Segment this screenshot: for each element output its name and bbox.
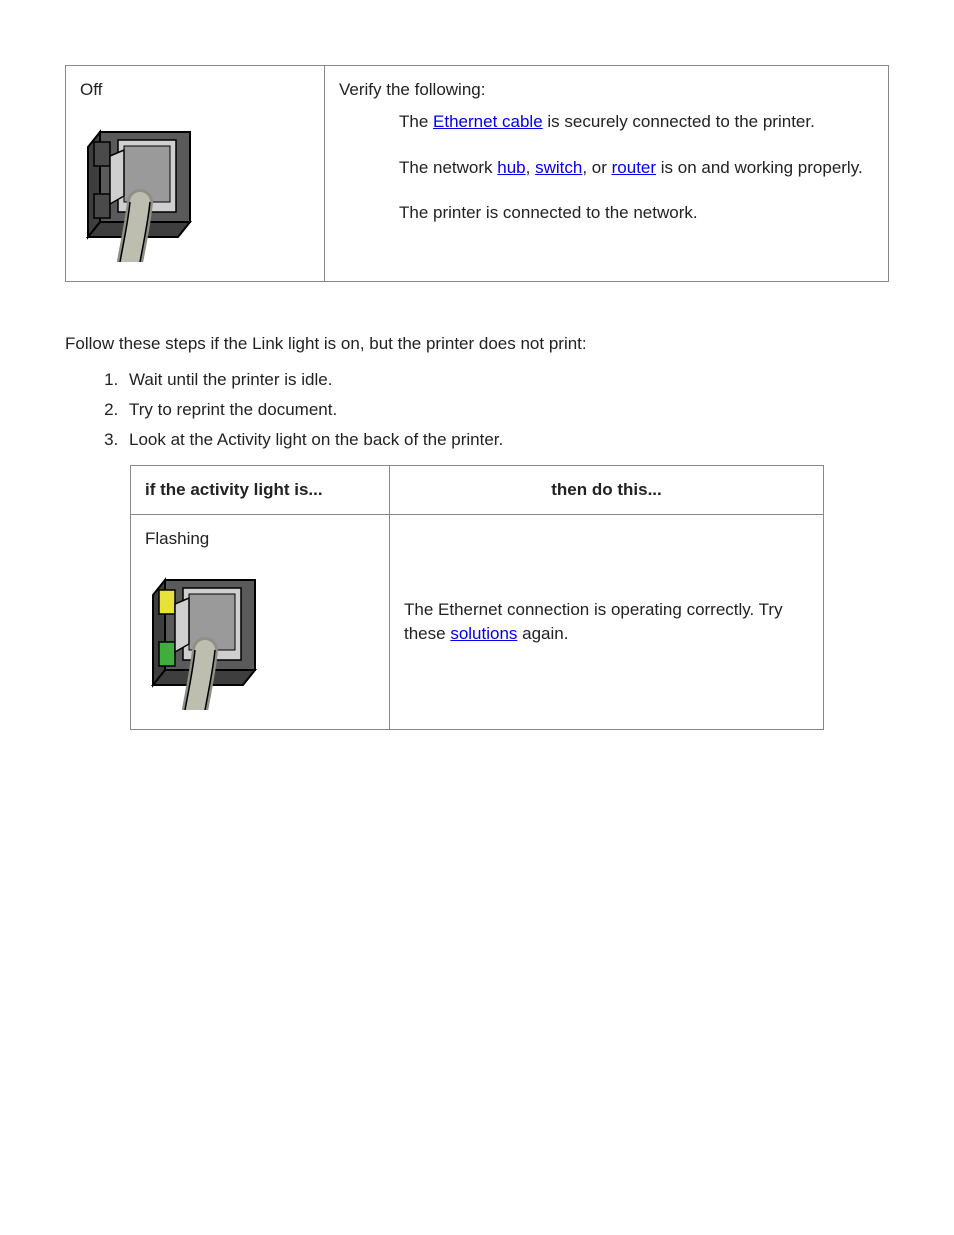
solutions-link[interactable]: solutions [450,624,517,643]
ethernet-cable-link[interactable]: Ethernet cable [433,112,543,131]
step-3: Look at the Activity light on the back o… [123,425,889,455]
activity-flashing-action: The Ethernet connection is operating cor… [390,514,824,730]
text: The network [399,158,497,177]
text: , [526,158,535,177]
verify-heading: Verify the following: [339,80,485,99]
ethernet-port-flashing-icon [145,560,265,710]
page-root: Off Verify the following: The Ethernet c… [0,0,954,730]
hub-link[interactable]: hub [497,158,525,177]
activity-light-table: if the activity light is... then do this… [130,465,824,730]
activity-flashing-cell: Flashing [131,514,390,730]
followup-paragraph: Follow these steps if the Link light is … [65,332,889,356]
verify-item-connected: The printer is connected to the network. [399,201,874,225]
steps-list: Wait until the printer is idle. Try to r… [65,365,889,454]
link-light-off-cell: Off [66,66,325,282]
verify-item-ethernet: The Ethernet cable is securely connected… [399,110,874,134]
switch-link[interactable]: switch [535,158,582,177]
text: The [399,112,433,131]
step-1: Wait until the printer is idle. [123,365,889,395]
step-2: Try to reprint the document. [123,395,889,425]
text: if the activity light is... [145,478,375,502]
text: is on and working properly. [656,158,863,177]
link-light-off-instructions: Verify the following: The Ethernet cable… [325,66,889,282]
link-light-off-label: Off [80,78,310,102]
text: , or [582,158,611,177]
text: again. [517,624,568,643]
verify-list: The Ethernet cable is securely connected… [339,110,874,225]
link-light-table: Off Verify the following: The Ethernet c… [65,65,889,282]
activity-header-left: if the activity light is... [131,465,390,514]
verify-item-network-device: The network hub, switch, or router is on… [399,156,874,180]
ethernet-port-off-icon [80,112,200,262]
router-link[interactable]: router [612,158,656,177]
text: is securely connected to the printer. [543,112,815,131]
activity-flashing-label: Flashing [145,527,375,551]
activity-header-right: then do this... [390,465,824,514]
activity-table-wrapper: if the activity light is... then do this… [130,465,889,730]
